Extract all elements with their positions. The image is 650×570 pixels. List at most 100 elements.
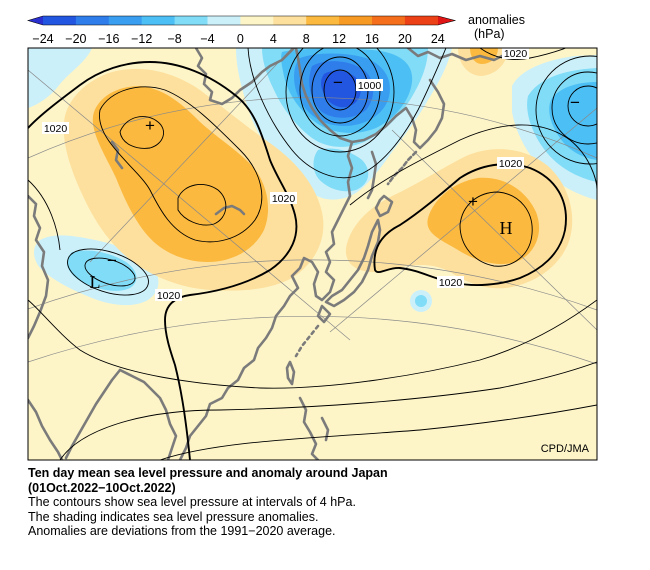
coastline bbox=[28, 398, 64, 460]
shade-region bbox=[549, 82, 597, 160]
colorbar-segment bbox=[108, 16, 143, 25]
caption-line: The contours show sea level pressure at … bbox=[28, 495, 356, 509]
shade-region bbox=[427, 177, 540, 265]
anomaly-max-marker: + bbox=[145, 116, 155, 135]
colorbar-segment bbox=[43, 16, 77, 25]
coastlines bbox=[28, 48, 516, 460]
colorbar-title: anomalies bbox=[468, 13, 525, 27]
longitude-line bbox=[89, 48, 293, 263]
colorbar-segment bbox=[75, 16, 110, 25]
caption-line: Anomalies are deviations from the 1991−2… bbox=[28, 524, 336, 538]
contour-line bbox=[67, 248, 149, 296]
contour-label: 1000 bbox=[358, 80, 382, 92]
colorbar-tick-label: 4 bbox=[270, 32, 277, 46]
map-area: 1020 1000 1020 1020 1020 1020 1020 H L +… bbox=[28, 48, 597, 460]
contour-labels: 1020 1000 1020 1020 1020 1020 1020 bbox=[42, 48, 529, 302]
contour-line bbox=[247, 48, 447, 179]
coastline bbox=[194, 48, 296, 106]
anomaly-min-marker: − bbox=[333, 73, 343, 92]
contour-label: 1020 bbox=[499, 158, 523, 170]
colorbar-tick-label: 16 bbox=[365, 32, 379, 46]
contour-label: 1020 bbox=[504, 48, 528, 60]
contour-line bbox=[28, 179, 61, 251]
coastline bbox=[178, 140, 354, 460]
coastline bbox=[285, 360, 296, 386]
shade-region bbox=[415, 295, 427, 307]
coastline bbox=[316, 304, 332, 324]
contour-line bbox=[28, 61, 298, 460]
contour-line bbox=[59, 361, 597, 460]
latitude-line bbox=[28, 315, 597, 365]
pressure-contours bbox=[28, 48, 597, 460]
colorbar-segment bbox=[404, 16, 438, 25]
contour-label: 1020 bbox=[272, 193, 296, 205]
anomaly-max-marker: + bbox=[468, 192, 478, 211]
contour-line bbox=[177, 183, 227, 226]
contour-line bbox=[349, 124, 597, 206]
coastline bbox=[406, 48, 516, 62]
contour-line bbox=[159, 404, 597, 460]
coastline bbox=[386, 150, 418, 186]
colorbar-segment bbox=[207, 16, 241, 25]
anomaly-map-figure: −24 −20 −16 −12 −8 −4 0 4 8 12 16 20 24 … bbox=[26, 13, 598, 461]
caption-period: (01Oct.2022−10Oct.2022) bbox=[28, 480, 176, 495]
colorbar-tick-label: −8 bbox=[167, 32, 181, 46]
contour-line bbox=[99, 86, 263, 243]
colorbar: −24 −20 −16 −12 −8 −4 0 4 8 12 16 20 24 … bbox=[26, 13, 525, 46]
contour-line bbox=[479, 48, 567, 60]
colorbar-segment bbox=[174, 16, 208, 25]
coastline bbox=[324, 218, 382, 308]
colorbar-segment bbox=[141, 16, 176, 25]
colorbar-tick-label: −16 bbox=[98, 32, 119, 46]
colorbar-over-triangle bbox=[438, 16, 455, 25]
colorbar-tick-label: 20 bbox=[398, 32, 412, 46]
colorbar-segment bbox=[372, 16, 406, 25]
credit-label: CPD/JMA bbox=[541, 443, 590, 455]
contour-line bbox=[567, 85, 597, 127]
contour-line bbox=[84, 257, 136, 287]
coastline bbox=[110, 140, 124, 170]
colorbar-segment bbox=[240, 16, 274, 25]
colorbar-segment bbox=[339, 16, 373, 25]
colorbar-tick-label: 12 bbox=[332, 32, 346, 46]
contour-line bbox=[535, 55, 597, 165]
figure-caption: Ten day mean sea level pressure and anom… bbox=[28, 466, 628, 539]
colorbar-tick-label: 24 bbox=[431, 32, 445, 46]
contour-label: 1020 bbox=[157, 290, 181, 302]
longitude-line bbox=[391, 129, 597, 331]
latitude-line bbox=[28, 259, 597, 311]
shade-region bbox=[313, 148, 369, 192]
shade-region bbox=[67, 250, 137, 291]
coastline bbox=[294, 324, 320, 358]
map-frame bbox=[27, 47, 598, 461]
contour-label: 1020 bbox=[44, 123, 68, 135]
contour-line bbox=[551, 71, 597, 145]
colorbar-segment bbox=[273, 16, 307, 25]
colorbar-tick-label: −12 bbox=[131, 32, 152, 46]
colorbar-tick-label: −24 bbox=[32, 32, 53, 46]
colorbar-tick-label: 8 bbox=[303, 32, 310, 46]
anomaly-shading-8-to-12 bbox=[92, 48, 540, 265]
caption-line: The shading indicates sea level pressure… bbox=[28, 509, 319, 524]
colorbar-unit: (hPa) bbox=[474, 27, 505, 41]
high-pressure-marker: H bbox=[500, 218, 513, 238]
contour-label: 1020 bbox=[439, 277, 463, 289]
anomaly-min-marker: − bbox=[107, 251, 117, 270]
coastline bbox=[298, 396, 320, 460]
low-pressure-marker: L bbox=[90, 272, 101, 292]
shade-region bbox=[28, 48, 92, 108]
colorbar-segment bbox=[306, 16, 340, 25]
coastline bbox=[28, 194, 50, 340]
contour-line bbox=[285, 48, 395, 153]
lake-outline bbox=[214, 204, 246, 216]
coastline bbox=[374, 194, 394, 218]
caption-title: Ten day mean sea level pressure and anom… bbox=[28, 466, 388, 480]
colorbar-tick-label: 0 bbox=[237, 32, 244, 46]
contour-line bbox=[459, 191, 533, 267]
colorbar-tick-label: −4 bbox=[200, 32, 214, 46]
longitude-line bbox=[28, 69, 351, 341]
longitude-line bbox=[329, 107, 597, 333]
contour-line bbox=[373, 163, 567, 286]
contour-line bbox=[119, 116, 164, 149]
colorbar-tick-label: −20 bbox=[65, 32, 86, 46]
